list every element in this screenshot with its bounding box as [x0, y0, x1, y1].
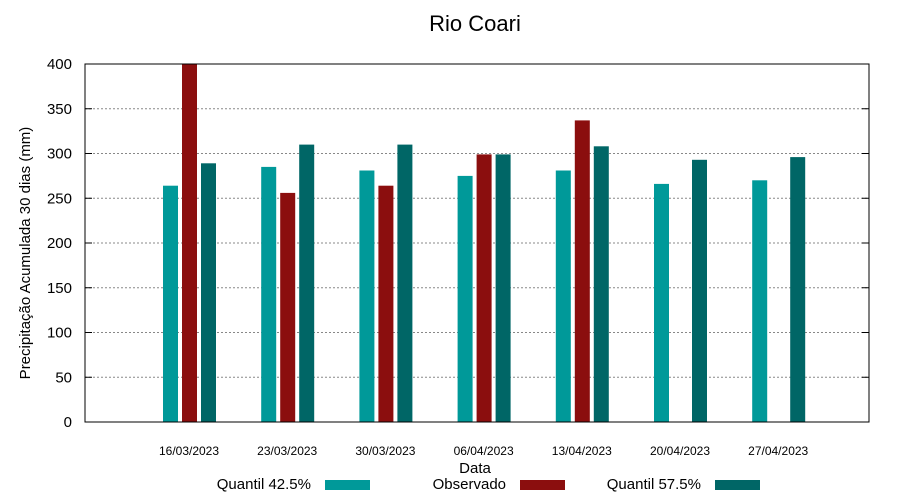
- bar-quantil-42-5--1: [261, 166, 277, 422]
- bar-quantil-57-5--4: [593, 146, 609, 423]
- x-tick-label: 23/03/2023: [257, 444, 317, 458]
- legend-label: Quantil 42.5%: [217, 476, 311, 493]
- bar-quantil-42-5--0: [163, 185, 178, 422]
- x-tick-label: 27/04/2023: [748, 444, 808, 458]
- legend-swatch: [325, 480, 370, 490]
- legend-swatch: [520, 480, 565, 490]
- bar-quantil-42-5--6: [752, 180, 768, 422]
- bar-quantil-57-5--3: [495, 154, 511, 422]
- bar-quantil-57-5--0: [201, 163, 216, 423]
- bar-quantil-42-5--5: [654, 183, 669, 422]
- bar-quantil-42-5--2: [359, 170, 375, 422]
- bar-quantil-57-5--2: [397, 144, 413, 422]
- bar-quantil-42-5--4: [555, 170, 571, 422]
- y-tick-label: 100: [47, 325, 72, 342]
- bar-quantil-57-5--5: [692, 159, 707, 423]
- y-axis-label: Precipitação Acumulada 30 dias (mm): [17, 127, 34, 380]
- bar-quantil-42-5--3: [457, 175, 473, 422]
- y-axis-ticks: 0 50 100 150 200 250 300 350 400: [47, 56, 869, 431]
- x-tick-label: 30/03/2023: [355, 444, 415, 458]
- bar-observado-4: [574, 120, 590, 423]
- y-tick-label: 0: [64, 414, 72, 431]
- x-tick-label: 13/04/2023: [552, 444, 612, 458]
- y-tick-label: 350: [47, 101, 72, 118]
- bar-quantil-57-5--6: [790, 157, 806, 422]
- y-tick-label: 250: [47, 190, 72, 207]
- legend-label: Observado: [433, 476, 506, 493]
- y-tick-label: 50: [55, 369, 72, 386]
- legend: Quantil 42.5% Observado Quantil 57.5%: [217, 476, 760, 493]
- y-tick-label: 300: [47, 146, 72, 163]
- x-axis-ticks: 16/03/2023 23/03/2023 30/03/2023 06/04/2023…: [159, 444, 809, 458]
- x-tick-label: 06/04/2023: [454, 444, 514, 458]
- bar-observado-0: [182, 64, 197, 422]
- bar-observado-3: [476, 154, 492, 422]
- y-tick-label: 150: [47, 280, 72, 297]
- legend-label: Quantil 57.5%: [607, 476, 701, 493]
- y-tick-label: 400: [47, 56, 72, 73]
- bars: [163, 64, 806, 423]
- y-tick-label: 200: [47, 235, 72, 252]
- x-tick-label: 16/03/2023: [159, 444, 219, 458]
- bar-observado-2: [378, 185, 394, 422]
- bar-quantil-57-5--1: [299, 144, 315, 422]
- x-tick-label: 20/04/2023: [650, 444, 710, 458]
- bar-observado-1: [280, 192, 296, 422]
- chart-title: Rio Coari: [429, 11, 521, 36]
- legend-swatch: [715, 480, 760, 490]
- x-axis-label: Data: [459, 460, 491, 477]
